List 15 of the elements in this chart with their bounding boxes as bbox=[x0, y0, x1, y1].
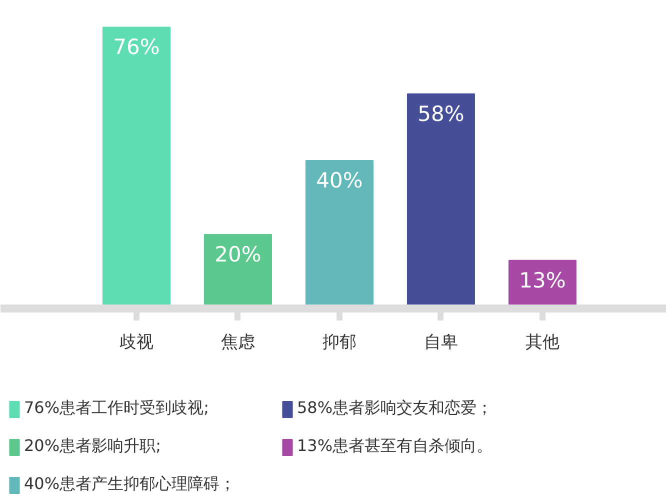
data-label: 20% bbox=[214, 242, 262, 267]
x-tick-label: 抑郁 bbox=[322, 332, 356, 353]
legend-label: 40%患者产生抑郁心理障碍； bbox=[24, 474, 237, 495]
legend-label: 76%患者工作时受到歧视; bbox=[24, 398, 210, 419]
data-label: 40% bbox=[316, 168, 363, 192]
x-tick-label: 其他 bbox=[525, 332, 560, 353]
data-label: 76% bbox=[113, 35, 160, 60]
data-label: 13% bbox=[519, 268, 566, 292]
data-label: 58% bbox=[418, 102, 464, 126]
x-tick-label: 歧视 bbox=[120, 332, 154, 353]
x-tick-label: 自卑 bbox=[424, 332, 458, 353]
x-tick-label: 焦虑 bbox=[220, 332, 255, 353]
legend-label: 20%患者影响升职; bbox=[24, 436, 162, 457]
legend-label: 13%患者甚至有自杀倾向。 bbox=[297, 436, 494, 457]
legend-label: 58%患者影响交友和恋爱； bbox=[297, 398, 494, 419]
